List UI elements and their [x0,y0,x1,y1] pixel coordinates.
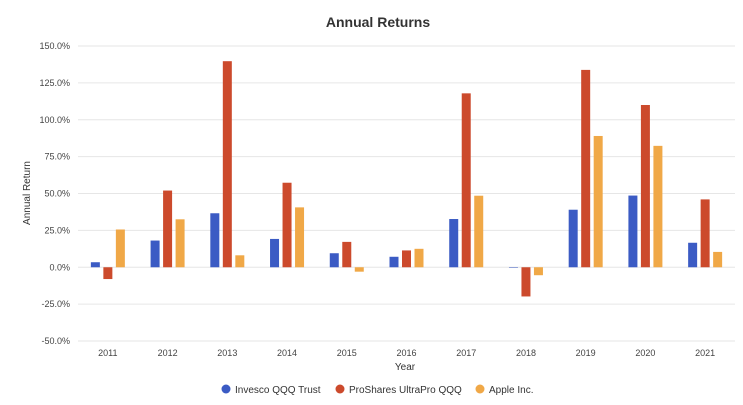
y-tick-label: -50.0% [41,336,70,346]
x-tick-label: 2012 [158,348,178,358]
y-tick-label: 50.0% [44,189,70,199]
y-tick-label: 75.0% [44,152,70,162]
grid-lines [78,45,735,342]
bar [90,262,100,268]
bar [235,255,245,268]
x-tick-label: 2021 [695,348,715,358]
bar [329,253,339,268]
legend-label: Apple Inc. [489,385,533,396]
bar [474,195,484,268]
legend-marker [221,384,231,394]
x-tick-label: 2014 [277,348,297,358]
bar [282,182,292,268]
legend-label: ProShares UltraPro QQQ [349,385,462,396]
bar [389,256,399,268]
y-axis-ticks: -50.0% -25.0% 0.0% 25.0% 50.0% 75.0% 100.0% 125… [39,41,70,346]
y-tick-label: 25.0% [44,225,70,235]
bar [449,219,459,268]
bar [115,229,125,268]
bar [342,241,352,268]
bar [628,195,638,268]
legend: Invesco QQQ Trust ProShares UltraPro QQQ A… [221,384,533,396]
x-tick-label: 2017 [456,348,476,358]
bar [402,250,411,268]
bar [414,248,424,268]
bar [700,199,710,268]
chart-title: Annual Returns [326,14,430,30]
bar [521,267,531,297]
x-axis-ticks: 2011 2012 2013 2014 2015 2016 2017 2018 2019 2020… [98,348,715,358]
x-tick-label: 2020 [635,348,655,358]
bar [533,267,543,276]
bar [593,135,603,268]
x-tick-label: 2015 [337,348,357,358]
bar [713,251,723,268]
x-tick-label: 2019 [576,348,596,358]
bar [508,267,518,268]
bar [640,105,650,268]
legend-marker [475,384,485,394]
bar [175,219,185,268]
bar [653,145,663,268]
bar [150,240,160,268]
x-tick-label: 2016 [396,348,416,358]
bars [90,61,723,297]
legend-label: Invesco QQQ Trust [235,385,321,396]
bar [581,69,591,268]
y-tick-label: 100.0% [39,115,70,125]
y-tick-label: 150.0% [39,41,70,51]
bar [222,61,232,268]
bar [688,242,698,268]
y-tick-label: 125.0% [39,78,70,88]
y-axis-title: Annual Return [22,161,33,225]
y-tick-label: -25.0% [41,299,70,309]
x-tick-label: 2013 [217,348,237,358]
bar [461,93,471,268]
bar [163,190,173,268]
x-axis-title: Year [395,362,416,373]
x-tick-label: 2018 [516,348,536,358]
legend-marker [335,384,345,394]
bar [295,207,305,268]
bar [354,267,364,272]
bar [210,213,220,268]
bar [270,238,280,268]
bar [568,209,578,268]
bar [103,267,113,280]
y-tick-label: 0.0% [49,262,70,272]
x-tick-label: 2011 [98,348,117,358]
